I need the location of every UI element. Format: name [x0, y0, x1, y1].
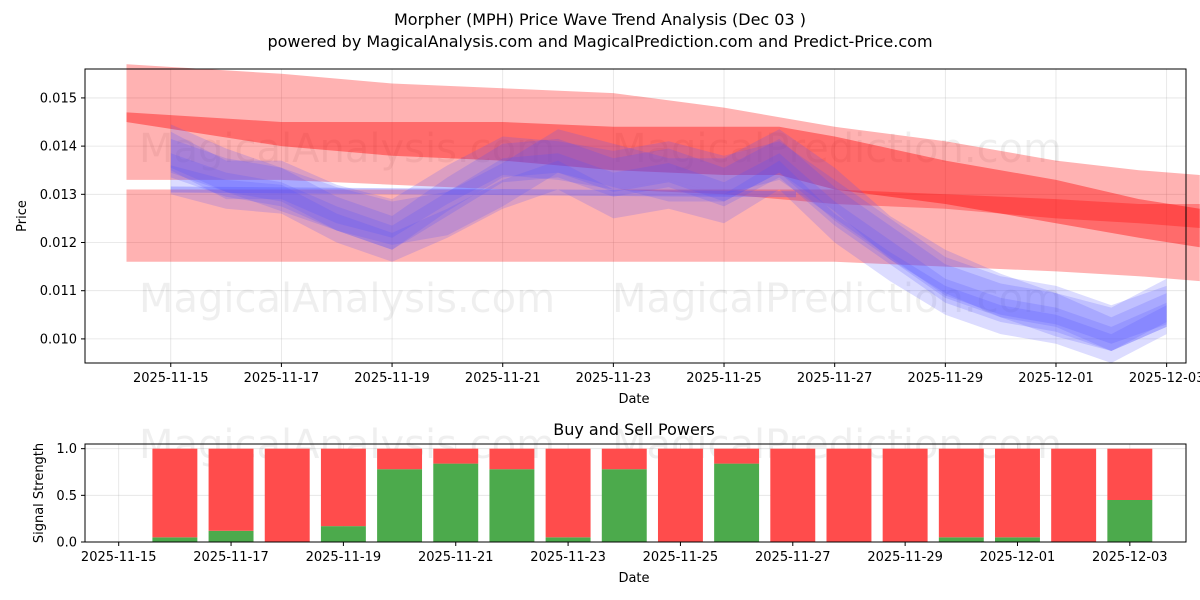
power-x-tick-label: 2025-11-23 — [530, 550, 606, 565]
power-y-axis-label: Signal Strength — [32, 443, 47, 543]
price-y-tick-label: 0.015 — [40, 91, 77, 106]
buy-bar — [320, 526, 366, 542]
price-y-axis-label: Price — [15, 200, 30, 232]
price-plot-frame — [84, 68, 1187, 364]
power-x-axis-label: Date — [618, 571, 649, 586]
price-y-tick-label: 0.013 — [40, 188, 77, 203]
price-x-axis-label: Date — [618, 392, 649, 407]
price-blue-waves — [170, 124, 1167, 363]
price-grid — [85, 69, 1186, 363]
power-x-tick-label: 2025-11-15 — [81, 550, 157, 565]
price-watermark: MagicalAnalysis.com — [139, 276, 555, 322]
power-bars — [152, 448, 1153, 542]
main-chart-title: Morpher (MPH) Price Wave Trend Analysis … — [394, 10, 806, 29]
sell-bar — [433, 448, 479, 464]
power-x-tick-label: 2025-11-17 — [193, 550, 269, 565]
sell-bar — [1107, 448, 1153, 500]
power-y-axis: 0.0 0.5 1.0 — [56, 442, 85, 551]
price-blue-wave — [170, 138, 1167, 351]
price-red-bands — [126, 64, 1200, 282]
sell-bar — [882, 448, 928, 542]
sell-bar — [1051, 448, 1097, 542]
price-x-tick-label: 2025-11-25 — [686, 371, 762, 386]
power-y-tick-label: 0.5 — [56, 489, 77, 504]
buy-bar — [1107, 500, 1153, 542]
sell-bar — [545, 448, 591, 538]
price-blue-wave — [170, 131, 1167, 344]
main-chart-subtitle: powered by MagicalAnalysis.com and Magic… — [267, 32, 932, 51]
buy-bar — [489, 469, 535, 542]
buy-bar — [995, 537, 1040, 542]
power-x-tick-label: 2025-12-03 — [1092, 550, 1168, 565]
sell-bar — [264, 448, 310, 542]
price-y-tick-label: 0.014 — [40, 140, 77, 155]
price-watermarks: MagicalAnalysis.com MagicalPrediction.com… — [139, 126, 1062, 322]
sell-bar — [320, 448, 366, 527]
sell-bar — [601, 448, 647, 470]
price-watermark: MagicalAnalysis.com — [139, 126, 555, 172]
buy-bar — [545, 537, 591, 542]
buy-bar — [601, 469, 647, 542]
price-x-tick-label: 2025-12-03 — [1129, 371, 1200, 386]
price-red-band — [126, 189, 1200, 282]
price-watermark: MagicalPrediction.com — [612, 276, 1062, 322]
price-x-tick-label: 2025-11-29 — [908, 371, 984, 386]
price-blue-wave — [170, 124, 1167, 352]
price-blue-wave — [170, 160, 1167, 363]
power-plot-area: MagicalAnalysis.com MagicalPrediction.com… — [56, 422, 1187, 565]
price-watermark: MagicalPrediction.com — [612, 126, 1062, 172]
buy-bar — [433, 463, 479, 542]
buy-bar — [938, 537, 984, 542]
sell-bar — [152, 448, 198, 538]
sell-bar — [489, 448, 535, 470]
price-x-tick-label: 2025-11-21 — [465, 371, 541, 386]
price-red-band — [126, 112, 1200, 248]
price-red-band — [126, 64, 1200, 228]
price-x-tick-label: 2025-11-19 — [354, 371, 430, 386]
sell-bar — [714, 448, 760, 464]
power-x-tick-label: 2025-11-29 — [867, 550, 943, 565]
price-x-tick-label: 2025-11-17 — [244, 371, 320, 386]
power-y-tick-label: 0.0 — [56, 536, 77, 551]
sell-bar — [657, 448, 703, 542]
buy-bar — [152, 537, 198, 542]
power-plot-frame — [84, 443, 1187, 543]
power-x-tick-label: 2025-11-19 — [306, 550, 382, 565]
sell-bar — [938, 448, 984, 538]
buy-bar — [208, 530, 254, 542]
price-x-tick-label: 2025-12-01 — [1018, 371, 1094, 386]
price-y-axis: 0.010 0.011 0.012 0.013 0.014 0.015 — [40, 91, 85, 347]
power-y-tick-label: 1.0 — [56, 442, 77, 457]
price-y-tick-label: 0.010 — [40, 332, 77, 347]
sell-bar — [208, 448, 254, 531]
price-blue-wave — [170, 153, 1167, 351]
sell-bar — [770, 448, 816, 542]
power-x-tick-label: 2025-11-21 — [418, 550, 494, 565]
sell-bar — [377, 448, 423, 470]
price-x-tick-label: 2025-11-27 — [797, 371, 873, 386]
price-plot-area: MagicalAnalysis.com MagicalPrediction.com… — [40, 64, 1200, 386]
sell-bar — [995, 448, 1040, 538]
sell-bar — [826, 448, 872, 542]
power-x-tick-label: 2025-11-27 — [755, 550, 831, 565]
buy-bar — [714, 463, 760, 542]
buy-bar — [377, 469, 423, 542]
price-y-tick-label: 0.011 — [40, 284, 77, 299]
price-y-tick-label: 0.012 — [40, 236, 77, 251]
power-x-tick-label: 2025-12-01 — [980, 550, 1056, 565]
power-x-axis: 2025-11-15 2025-11-17 2025-11-19 2025-11-21… — [81, 542, 1168, 565]
power-chart-title: Buy and Sell Powers — [553, 420, 715, 439]
price-x-tick-label: 2025-11-23 — [576, 371, 652, 386]
price-blue-flat-line — [170, 186, 796, 198]
power-x-tick-label: 2025-11-25 — [643, 550, 719, 565]
price-x-axis: 2025-11-15 2025-11-17 2025-11-19 2025-11-21… — [133, 363, 1200, 386]
price-x-tick-label: 2025-11-15 — [133, 371, 209, 386]
